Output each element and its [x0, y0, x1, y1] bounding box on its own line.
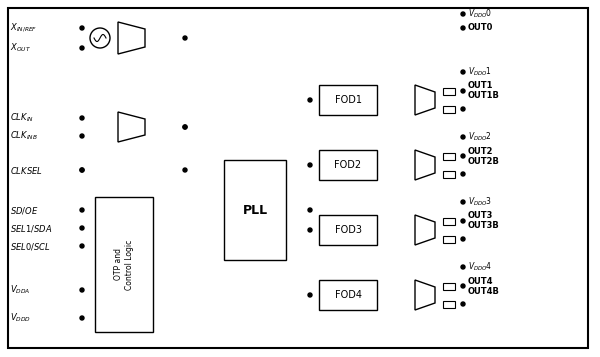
Bar	[319, 215, 377, 245]
Circle shape	[308, 163, 312, 167]
Bar	[443, 282, 455, 290]
Polygon shape	[118, 22, 145, 54]
Text: $CLK_{INB}$: $CLK_{INB}$	[10, 130, 38, 142]
Bar	[224, 160, 286, 260]
Circle shape	[80, 168, 84, 172]
Text: $V_{DDO}$0: $V_{DDO}$0	[468, 8, 492, 20]
Circle shape	[80, 316, 84, 320]
Text: OUT4B: OUT4B	[468, 287, 500, 296]
Circle shape	[308, 208, 312, 212]
Bar	[319, 85, 377, 115]
Text: OUT0: OUT0	[468, 24, 493, 32]
Bar	[443, 152, 455, 160]
Circle shape	[80, 244, 84, 248]
Circle shape	[461, 200, 465, 204]
Text: FOD1: FOD1	[335, 95, 361, 105]
Text: FOD2: FOD2	[334, 160, 362, 170]
Text: $CLKSEL$: $CLKSEL$	[10, 165, 43, 176]
Circle shape	[183, 125, 187, 129]
Circle shape	[80, 288, 84, 292]
Circle shape	[461, 265, 465, 269]
Bar	[95, 197, 153, 332]
Text: OUT2: OUT2	[468, 146, 493, 156]
Circle shape	[308, 98, 312, 102]
Circle shape	[80, 168, 84, 172]
Text: OUT3: OUT3	[468, 211, 493, 221]
Text: FOD4: FOD4	[335, 290, 361, 300]
Circle shape	[308, 293, 312, 297]
Circle shape	[183, 125, 187, 129]
Circle shape	[461, 89, 465, 93]
Text: $V_{DDO}$4: $V_{DDO}$4	[468, 261, 492, 273]
Circle shape	[461, 172, 465, 176]
Text: $V_{DDA}$: $V_{DDA}$	[10, 284, 31, 296]
Circle shape	[80, 208, 84, 212]
Circle shape	[183, 168, 187, 172]
Circle shape	[461, 135, 465, 139]
Bar	[443, 301, 455, 307]
Circle shape	[461, 302, 465, 306]
Circle shape	[461, 70, 465, 74]
Circle shape	[80, 26, 84, 30]
Bar	[319, 150, 377, 180]
Text: $SEL0/SCL$: $SEL0/SCL$	[10, 241, 51, 251]
Circle shape	[183, 36, 187, 40]
Text: $CLK_{IN}$: $CLK_{IN}$	[10, 112, 34, 124]
Circle shape	[461, 219, 465, 223]
Bar	[443, 171, 455, 177]
Polygon shape	[118, 112, 145, 142]
Circle shape	[90, 28, 110, 48]
Text: OUT1: OUT1	[468, 81, 493, 91]
Text: $V_{DDO}$2: $V_{DDO}$2	[468, 131, 492, 143]
Text: $X_{IN/REF}$: $X_{IN/REF}$	[10, 22, 37, 34]
Circle shape	[80, 134, 84, 138]
Circle shape	[461, 154, 465, 158]
Circle shape	[461, 26, 465, 30]
Text: $V_{DDO}$3: $V_{DDO}$3	[468, 196, 492, 208]
Text: OTP and
Control Logic: OTP and Control Logic	[113, 240, 134, 290]
Circle shape	[461, 12, 465, 16]
Polygon shape	[415, 280, 435, 310]
Text: $SD/OE$: $SD/OE$	[10, 205, 38, 216]
Circle shape	[80, 46, 84, 50]
Polygon shape	[415, 215, 435, 245]
Bar	[319, 280, 377, 310]
Circle shape	[461, 284, 465, 288]
Polygon shape	[415, 150, 435, 180]
Text: $SEL1/SDA$: $SEL1/SDA$	[10, 222, 52, 233]
Text: $V_{DDD}$: $V_{DDD}$	[10, 312, 31, 324]
Text: $V_{DDO}$1: $V_{DDO}$1	[468, 66, 492, 78]
Text: $X_{OUT}$: $X_{OUT}$	[10, 42, 31, 54]
Polygon shape	[415, 85, 435, 115]
Circle shape	[461, 107, 465, 111]
Bar	[443, 87, 455, 95]
Text: OUT3B: OUT3B	[468, 221, 500, 231]
Text: FOD3: FOD3	[335, 225, 361, 235]
Bar	[443, 106, 455, 112]
Text: OUT2B: OUT2B	[468, 156, 500, 166]
Bar	[443, 236, 455, 242]
Text: PLL: PLL	[242, 203, 268, 216]
Circle shape	[80, 226, 84, 230]
Circle shape	[461, 237, 465, 241]
Circle shape	[80, 116, 84, 120]
Text: OUT1B: OUT1B	[468, 91, 500, 101]
Circle shape	[308, 228, 312, 232]
Bar	[443, 217, 455, 225]
Text: OUT4: OUT4	[468, 277, 493, 286]
